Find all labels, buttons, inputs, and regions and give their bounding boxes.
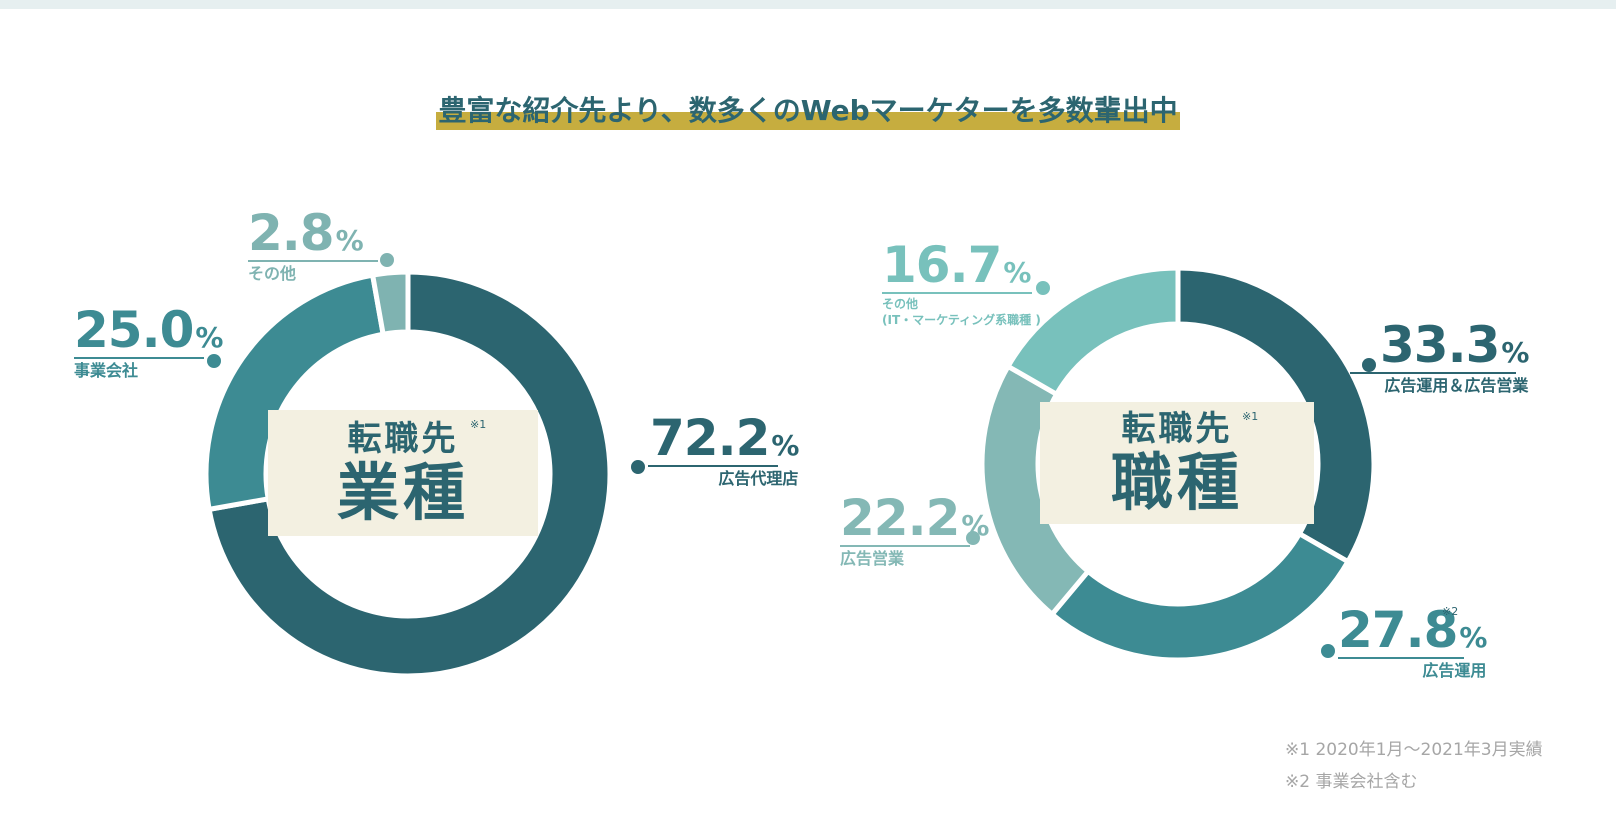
slice-label-ad-sales: 22.2% 広告営業 bbox=[840, 493, 989, 570]
slice-value: 25.0 bbox=[74, 301, 194, 359]
leader-rule bbox=[1350, 372, 1516, 374]
leader-rule bbox=[648, 465, 778, 467]
leader-rule bbox=[1338, 657, 1464, 659]
percent-unit: % bbox=[1459, 621, 1487, 654]
center-label-main: 職種 bbox=[1110, 446, 1243, 519]
leader-dot bbox=[1321, 644, 1335, 658]
slice-note: ※2 bbox=[1442, 605, 1459, 618]
percent-unit: % bbox=[961, 509, 989, 542]
slice-value: 27.8 bbox=[1338, 601, 1458, 659]
top-bar bbox=[0, 0, 1616, 9]
slice-label-other-role: 16.7% その他 (IT・マーケティング系職種 ) bbox=[882, 240, 1041, 328]
center-label-top: 転職先 bbox=[1121, 409, 1233, 449]
slice-value: 33.3 bbox=[1380, 316, 1500, 374]
slice-label-business: 25.0% 事業会社 bbox=[74, 305, 223, 382]
percent-unit: % bbox=[335, 224, 364, 257]
leader-dot bbox=[1362, 358, 1376, 372]
slice-category: 広告代理店 bbox=[718, 469, 799, 488]
center-label-main: 業種 bbox=[336, 456, 469, 529]
slice-value: 22.2 bbox=[840, 489, 960, 547]
donut-slice bbox=[1175, 265, 1377, 566]
percent-unit: % bbox=[195, 321, 223, 354]
slice-value: 72.2 bbox=[650, 409, 770, 467]
slice-category: 事業会社 bbox=[74, 361, 139, 380]
center-note: ※1 bbox=[470, 418, 487, 431]
page-title-wrap: 豊富な紹介先より、数多くのWebマーケターを多数輩出中 bbox=[0, 90, 1616, 132]
leader-dot bbox=[207, 354, 221, 368]
page-title: 豊富な紹介先より、数多くのWebマーケターを多数輩出中 bbox=[436, 90, 1180, 132]
percent-unit: % bbox=[771, 429, 799, 462]
donut-slice bbox=[369, 269, 411, 338]
slice-category: その他 bbox=[248, 264, 297, 283]
slice-category: 広告営業 bbox=[840, 549, 905, 568]
slice-label-ad-ops-sales: 33.3% 広告運用＆広告営業 bbox=[1350, 320, 1529, 397]
percent-unit: % bbox=[1501, 336, 1529, 369]
leader-rule bbox=[840, 545, 970, 547]
slice-category-sub: (IT・マーケティング系職種 ) bbox=[882, 313, 1041, 328]
slice-label-other-industry: 2.8% その他 bbox=[248, 208, 378, 285]
leader-dot bbox=[380, 253, 394, 267]
leader-dot bbox=[966, 531, 980, 545]
center-note: ※1 bbox=[1242, 410, 1259, 423]
percent-unit: % bbox=[1003, 256, 1031, 289]
slice-value: 16.7 bbox=[882, 236, 1002, 294]
leader-rule bbox=[882, 292, 1032, 294]
footnote-2: ※2 事業会社含む bbox=[1285, 772, 1418, 792]
footnote-1: ※1 2020年1月～2021年3月実績 bbox=[1285, 740, 1543, 760]
slice-category: 広告運用 bbox=[1422, 661, 1487, 680]
leader-dot bbox=[631, 460, 645, 474]
donut-slice bbox=[1048, 530, 1352, 663]
center-label-industry: 転職先 業種 bbox=[268, 410, 538, 536]
slice-label-ad-ops: 27.8% 広告運用 bbox=[1338, 605, 1487, 682]
slice-label-ad-agency: 72.2% 広告代理店 bbox=[648, 413, 799, 490]
donut-slice bbox=[1004, 265, 1181, 398]
slice-value: 2.8 bbox=[248, 204, 335, 262]
leader-rule bbox=[248, 260, 378, 262]
slice-category: 広告運用＆広告営業 bbox=[1384, 376, 1529, 395]
center-label-role: 転職先 職種 bbox=[1040, 402, 1314, 524]
leader-rule bbox=[74, 357, 204, 359]
slice-category: その他 bbox=[882, 297, 919, 311]
leader-dot bbox=[1036, 281, 1050, 295]
center-label-top: 転職先 bbox=[347, 419, 459, 459]
donut-slice bbox=[206, 269, 613, 679]
